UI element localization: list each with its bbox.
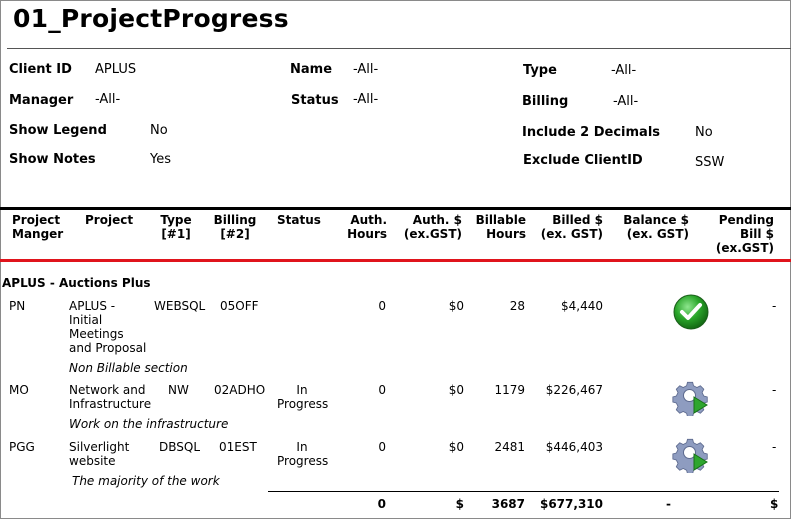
param-client-id-label: Client ID bbox=[9, 62, 72, 77]
col-header-auth-dollars: Auth. $ (ex.GST) bbox=[403, 213, 462, 241]
param-show-notes-value: Yes bbox=[150, 152, 171, 167]
row-auth-dollars: $0 bbox=[448, 440, 464, 454]
row-status: In Progress bbox=[277, 383, 329, 411]
header-bottom-rule bbox=[0, 259, 791, 262]
col-header-billing: Billing [#2] bbox=[213, 213, 257, 241]
col-header-status: Status bbox=[277, 213, 321, 227]
row-billing: 01EST bbox=[219, 440, 257, 454]
row-status: In Progress bbox=[277, 440, 329, 468]
total-pending: $ bbox=[770, 497, 779, 511]
param-status-label: Status bbox=[291, 93, 339, 108]
row-auth-hours: 0 bbox=[378, 440, 386, 454]
col-header-manager: Project Manger bbox=[12, 213, 64, 241]
total-auth-hours: 0 bbox=[377, 497, 386, 511]
row-manager: PN bbox=[9, 299, 26, 313]
row-billed: $226,467 bbox=[545, 383, 603, 397]
row-billing: 05OFF bbox=[220, 299, 259, 313]
header-top-rule bbox=[0, 207, 791, 210]
row-auth-dollars: $0 bbox=[448, 383, 464, 397]
green-check-icon bbox=[672, 293, 710, 331]
row-note: The majority of the work bbox=[72, 474, 220, 488]
param-exclude-client-value: SSW bbox=[695, 155, 725, 170]
row-pending: - bbox=[772, 440, 777, 454]
param-client-id-value: APLUS bbox=[95, 62, 137, 77]
row-auth-hours: 0 bbox=[378, 299, 386, 313]
row-billable-hours: 1179 bbox=[494, 383, 525, 397]
param-show-legend-label: Show Legend bbox=[9, 123, 107, 138]
report-title: 01_ProjectProgress bbox=[13, 4, 289, 33]
col-header-type: Type [#1] bbox=[160, 213, 192, 241]
row-billed: $446,403 bbox=[545, 440, 603, 454]
row-auth-dollars: $0 bbox=[448, 299, 464, 313]
param-manager-value: -All- bbox=[95, 92, 121, 107]
param-show-legend-value: No bbox=[150, 123, 168, 138]
param-billing-value: -All- bbox=[613, 94, 639, 109]
row-manager: MO bbox=[9, 383, 29, 397]
param-billing-label: Billing bbox=[522, 94, 569, 109]
row-type: NW bbox=[168, 383, 189, 397]
param-exclude-client-label: Exclude ClientID bbox=[523, 153, 643, 168]
client-group-header: APLUS - Auctions Plus bbox=[2, 276, 151, 290]
row-project: APLUS - Initial Meetings and Proposal bbox=[69, 299, 147, 355]
total-auth-dollars: $ bbox=[455, 497, 464, 511]
row-type: WEBSQL bbox=[154, 299, 206, 313]
col-header-pending: Pending Bill $ (ex.GST) bbox=[715, 213, 774, 255]
row-billing: 02ADHO bbox=[214, 383, 266, 397]
param-name-value: -All- bbox=[353, 62, 379, 77]
row-type: DBSQL bbox=[159, 440, 201, 454]
row-billable-hours: 2481 bbox=[494, 440, 525, 454]
row-billable-hours: 28 bbox=[509, 299, 525, 313]
totals-rule bbox=[268, 491, 779, 492]
param-include-decimals-label: Include 2 Decimals bbox=[522, 125, 661, 140]
row-auth-hours: 0 bbox=[378, 383, 386, 397]
gear-in-progress-icon bbox=[672, 435, 710, 475]
title-divider bbox=[7, 48, 791, 49]
total-balance: - bbox=[666, 497, 671, 511]
col-header-auth-hours: Auth. Hours bbox=[347, 213, 387, 241]
total-billable-hours: 3687 bbox=[491, 497, 525, 511]
param-name-label: Name bbox=[290, 62, 333, 77]
param-status-value: -All- bbox=[353, 92, 379, 107]
param-include-decimals-value: No bbox=[695, 125, 713, 140]
row-pending: - bbox=[772, 383, 777, 397]
col-header-billed: Billed $ (ex. GST) bbox=[540, 213, 603, 241]
gear-in-progress-icon bbox=[672, 378, 710, 418]
col-header-project: Project bbox=[85, 213, 134, 227]
param-type-label: Type bbox=[523, 63, 557, 78]
row-project: Silverlight website bbox=[69, 440, 130, 468]
col-header-balance: Balance $ (ex. GST) bbox=[623, 213, 689, 241]
param-type-value: -All- bbox=[611, 63, 637, 78]
row-pending: - bbox=[772, 299, 777, 313]
row-billed: $4,440 bbox=[561, 299, 603, 313]
param-show-notes-label: Show Notes bbox=[9, 152, 96, 167]
row-manager: PGG bbox=[9, 440, 35, 454]
row-note: Work on the infrastructure bbox=[69, 417, 229, 431]
row-project: Network and Infrastructure bbox=[69, 383, 152, 411]
row-note: Non Billable section bbox=[69, 361, 188, 375]
param-manager-label: Manager bbox=[9, 93, 74, 108]
total-billed: $677,310 bbox=[539, 497, 603, 511]
col-header-billable-hours: Billable Hours bbox=[475, 213, 526, 241]
